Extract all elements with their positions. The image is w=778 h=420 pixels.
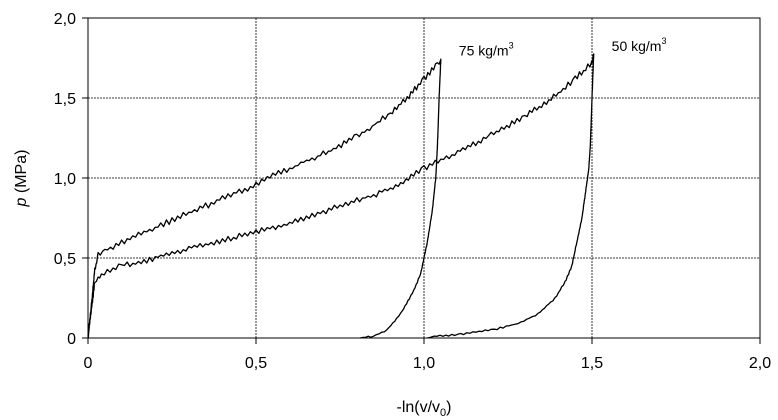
- series-line: [87, 58, 442, 339]
- y-tick-label: 1,5: [54, 91, 76, 108]
- x-tick-label: 1,0: [413, 355, 435, 372]
- y-tick-label: 0: [67, 331, 76, 348]
- grid: [88, 18, 760, 338]
- y-tick-label: 0,5: [54, 251, 76, 268]
- series-label: 50 kg/m3: [612, 36, 667, 54]
- x-tick-label: 0: [84, 355, 93, 372]
- ticks: 0 0,5 1,0 1,5 2,0 0 0,5 1,0 1,5 2,0: [54, 11, 771, 372]
- curves: [87, 53, 595, 339]
- series-line: [87, 53, 595, 339]
- y-tick-label: 2,0: [54, 11, 76, 28]
- series-label: 75 kg/m3: [459, 41, 514, 59]
- x-axis-title: -ln(v/v0): [396, 399, 451, 419]
- y-tick-label: 1,0: [54, 171, 76, 188]
- x-tick-label: 1,5: [581, 355, 603, 372]
- x-tick-label: 0,5: [245, 355, 267, 372]
- y-axis-title: p (MPa): [13, 150, 30, 208]
- series-labels: 75 kg/m3 50 kg/m3: [459, 36, 667, 59]
- x-tick-label: 2,0: [749, 355, 771, 372]
